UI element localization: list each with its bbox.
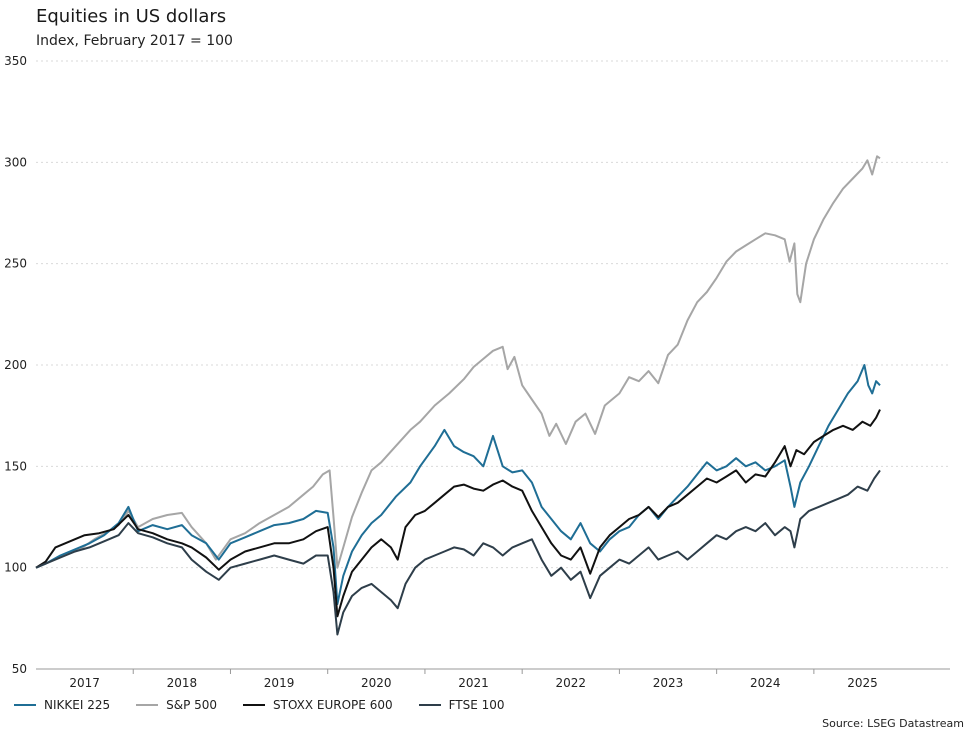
y-tick-label: 250 — [4, 257, 27, 271]
x-tick-label: 2018 — [167, 676, 198, 690]
x-axis-ticks: 2017 2018 2019 2020 2021 2022 2023 2024 2025 — [69, 669, 878, 690]
series-line-nikkei-225 — [35, 364, 881, 606]
chart-subtitle: Index, February 2017 = 100 — [36, 33, 233, 49]
x-tick-label: 2017 — [69, 676, 100, 690]
y-tick-label: 350 — [4, 54, 27, 68]
x-tick-label: 2019 — [264, 676, 295, 690]
y-axis-ticks: 50 100 150 200 250 300 350 — [4, 54, 27, 676]
y-tick-label: 150 — [4, 459, 27, 473]
chart-title: Equities in US dollars — [36, 6, 227, 27]
series-line-stoxx-europe-600 — [35, 409, 881, 618]
x-tick-label: 2021 — [458, 676, 489, 690]
legend-item-sp500: S&P 500 — [136, 698, 217, 712]
legend-item-stoxx: STOXX EUROPE 600 — [243, 698, 393, 712]
x-tick-label: 2022 — [556, 676, 587, 690]
legend-item-ftse: FTSE 100 — [418, 698, 505, 712]
x-tick-label: 2020 — [361, 676, 392, 690]
y-tick-label: 300 — [4, 155, 27, 169]
legend: NIKKEI 225 S&P 500 STOXX EUROPE 600 FTSE… — [14, 698, 505, 712]
legend-swatch-nikkei — [14, 704, 36, 706]
y-tick-label: 50 — [12, 662, 27, 676]
legend-label-nikkei: NIKKEI 225 — [44, 698, 111, 712]
y-tick-label: 100 — [4, 561, 27, 575]
legend-item-nikkei: NIKKEI 225 — [14, 698, 110, 712]
series-line-ftse-100 — [35, 469, 881, 636]
source-note: Source: LSEG Datastream — [822, 717, 964, 730]
x-tick-label: 2025 — [847, 676, 878, 690]
legend-swatch-sp500 — [136, 704, 159, 706]
x-tick-label: 2023 — [653, 676, 684, 690]
x-tick-label: 2024 — [750, 676, 781, 690]
grid-lines — [36, 60, 950, 670]
legend-label-ftse: FTSE 100 — [448, 698, 505, 712]
series-lines — [35, 155, 881, 636]
legend-swatch-ftse — [418, 704, 441, 706]
series-line-s-p-500 — [35, 155, 881, 569]
legend-label-sp500: S&P 500 — [166, 698, 218, 712]
legend-swatch-stoxx — [243, 704, 266, 706]
legend-label-stoxx: STOXX EUROPE 600 — [273, 698, 393, 712]
y-tick-label: 200 — [4, 358, 27, 372]
